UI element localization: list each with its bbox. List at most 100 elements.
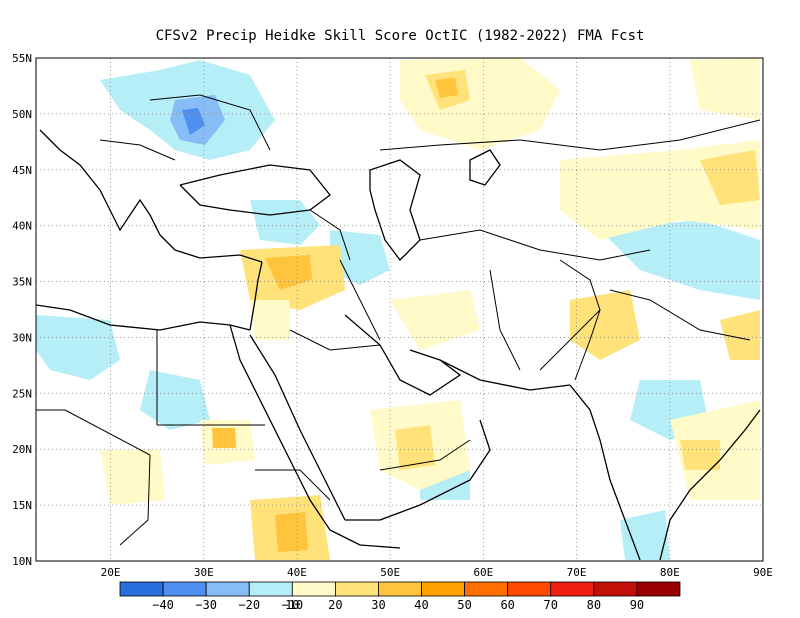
shade-yellow-siberia-core — [700, 150, 760, 205]
colorbar-swatch — [593, 581, 638, 597]
coast-iran-south — [439, 359, 571, 391]
skill-shading — [36, 58, 760, 560]
lon-label: 60E — [473, 566, 493, 579]
coast-adriatic — [39, 129, 101, 191]
colorbar-label: 40 — [414, 598, 428, 612]
map-frame — [35, 57, 764, 562]
border-india-china — [609, 289, 751, 341]
coast-red-sea-east — [249, 334, 346, 521]
lat-label: 35N — [12, 276, 32, 289]
shade-blue-turkey — [250, 200, 320, 245]
longitude-labels: 20E 30E 40E 50E 60E 70E 80E 90E — [101, 566, 773, 579]
colorbar-swatch — [119, 581, 164, 597]
coast-arabia-south — [345, 419, 491, 521]
coast-aral — [469, 149, 501, 186]
shade-orange-kazakh-peak — [435, 78, 458, 98]
border-chad-sudan — [119, 454, 151, 546]
lon-label: 80E — [660, 566, 680, 579]
colorbar-swatch — [421, 581, 466, 597]
lon-label: 50E — [380, 566, 400, 579]
border-ethiopia — [255, 469, 331, 501]
border-yemen-saudi — [379, 439, 471, 471]
coast-somalia — [329, 529, 401, 549]
lon-label: 30E — [194, 566, 214, 579]
border-balkans — [99, 139, 176, 161]
shade-yellow-himalaya — [720, 310, 760, 360]
shade-yellow-jordan — [250, 300, 290, 340]
country-borders — [36, 94, 761, 546]
border-kazakh-south — [419, 229, 651, 261]
border-turkey-east — [309, 209, 351, 261]
coast-caspian — [369, 159, 421, 261]
colorbar-swatch — [507, 581, 552, 597]
coast-india-west — [569, 384, 641, 561]
shade-yellow-kazakhstan — [400, 58, 560, 150]
lon-label: 70E — [567, 566, 587, 579]
shade-yellow-iran — [390, 290, 480, 350]
shade-yellow-bay — [680, 440, 720, 470]
shade-blue-egypt — [140, 370, 210, 430]
coastlines — [36, 129, 761, 561]
colorbar-label: 30 — [371, 598, 385, 612]
colorbar-swatch — [464, 581, 509, 597]
shade-yellow-northeast — [690, 58, 760, 120]
colorbar-swatch — [162, 581, 207, 597]
lon-label: 90E — [753, 566, 773, 579]
lon-label: 40E — [287, 566, 307, 579]
lat-label: 45N — [12, 164, 32, 177]
border-russia-ukraine — [149, 94, 271, 151]
lat-label: 55N — [12, 52, 32, 65]
lat-label: 25N — [12, 387, 32, 400]
latitude-labels: 10N 15N 20N 25N 30N 35N 40N 45N 50N 55N — [12, 52, 32, 568]
colorbar-swatch — [205, 581, 250, 597]
lat-label: 10N — [12, 555, 32, 568]
colorbar-swatch — [550, 581, 595, 597]
map-title: CFSv2 Precip Heidke Skill Score OctIC (1… — [155, 28, 645, 44]
colorbar-swatch — [378, 581, 422, 597]
colorbar-label: 70 — [544, 598, 558, 612]
colorbar-label: 60 — [500, 598, 514, 612]
border-saudi-north — [289, 329, 381, 351]
colorbar-label: 20 — [328, 598, 342, 612]
border-kazakh-north — [379, 119, 761, 151]
shade-yellow-chad — [100, 450, 165, 505]
colorbar-label: 90 — [630, 598, 644, 612]
border-libya-chad — [64, 409, 151, 456]
lat-label: 15N — [12, 499, 32, 512]
colorbar-label: −10 — [281, 598, 303, 612]
colorbar-label: −40 — [152, 598, 174, 612]
lat-label: 30N — [12, 331, 32, 344]
colorbar-label: 10 — [285, 598, 299, 612]
coast-india-east — [659, 409, 761, 561]
colorbar-label: 50 — [457, 598, 471, 612]
shade-orange-sudan — [212, 428, 236, 448]
shade-yellow-arabia-core — [395, 425, 435, 470]
coast-levant — [249, 261, 263, 331]
coast-turkey-south — [159, 234, 263, 263]
colorbar-swatch — [334, 581, 379, 597]
shade-blue-south-india — [620, 510, 670, 560]
colorbar-label: −30 — [195, 598, 217, 612]
colorbar-swatch — [248, 581, 293, 597]
shade-blue-libya — [36, 315, 120, 380]
coast-red-sea-west — [229, 324, 331, 531]
shade-orange-ethiopia — [275, 512, 308, 552]
lon-label: 20E — [101, 566, 121, 579]
lat-label: 20N — [12, 443, 32, 456]
border-iran-afghan — [489, 269, 521, 371]
coast-aegean — [99, 189, 161, 236]
lat-label: 50N — [12, 108, 32, 121]
colorbar-swatch — [636, 581, 681, 597]
coast-black-sea — [179, 164, 331, 216]
shade-yellow-pakistan — [570, 290, 640, 360]
colorbar-label: −20 — [238, 598, 260, 612]
shade-blue-ukraine-deep — [182, 108, 205, 135]
lat-label: 40N — [12, 220, 32, 233]
border-iraq-iran — [339, 259, 381, 341]
colorbar-swatch — [291, 581, 336, 597]
colorbar-label: 80 — [587, 598, 601, 612]
border-pakistan-india — [574, 309, 601, 381]
shade-blue-central-asia — [600, 220, 760, 300]
